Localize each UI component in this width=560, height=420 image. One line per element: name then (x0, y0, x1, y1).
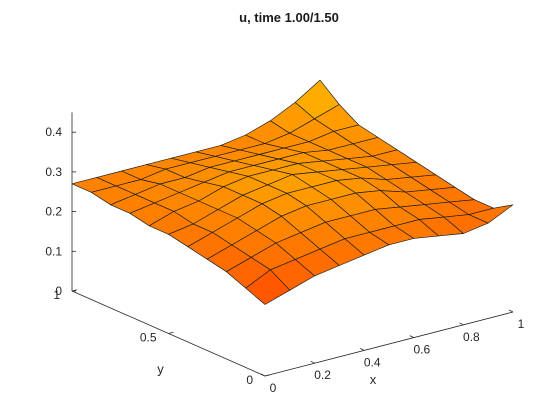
x-axis-line (264, 311, 514, 377)
z-tick-label: 0.4 (45, 125, 62, 139)
x-tick (360, 348, 365, 351)
x-tick-label: 0.6 (413, 343, 430, 357)
chart-title: u, time 1.00/1.50 (239, 10, 339, 25)
x-tick-label: 0.8 (463, 330, 480, 344)
y-tick-label: 0 (246, 373, 253, 387)
y-tick (71, 289, 78, 292)
y-tick (168, 331, 174, 334)
x-tick-label: 1 (518, 317, 525, 331)
x-tick-label: 0 (270, 381, 277, 395)
x-tick-label: 0.2 (314, 368, 331, 382)
y-axis-label: y (157, 362, 164, 377)
surface-mesh (71, 79, 514, 305)
z-tick-label: 0.2 (45, 205, 62, 219)
y-tick-label: 1 (53, 288, 60, 302)
x-axis-label: x (370, 372, 377, 387)
z-tick-label: 0.1 (45, 244, 62, 258)
x-tick-label: 0.4 (364, 355, 381, 369)
x-tick (459, 322, 464, 326)
x-tick (409, 335, 414, 338)
y-tick-label: 0.5 (140, 331, 157, 345)
x-tick (310, 360, 315, 364)
x-tick (260, 373, 266, 377)
z-tick-label: 0.3 (45, 165, 62, 179)
surface-facet (468, 204, 514, 224)
z-tick-label: 0 (55, 284, 62, 298)
x-tick (508, 309, 514, 313)
